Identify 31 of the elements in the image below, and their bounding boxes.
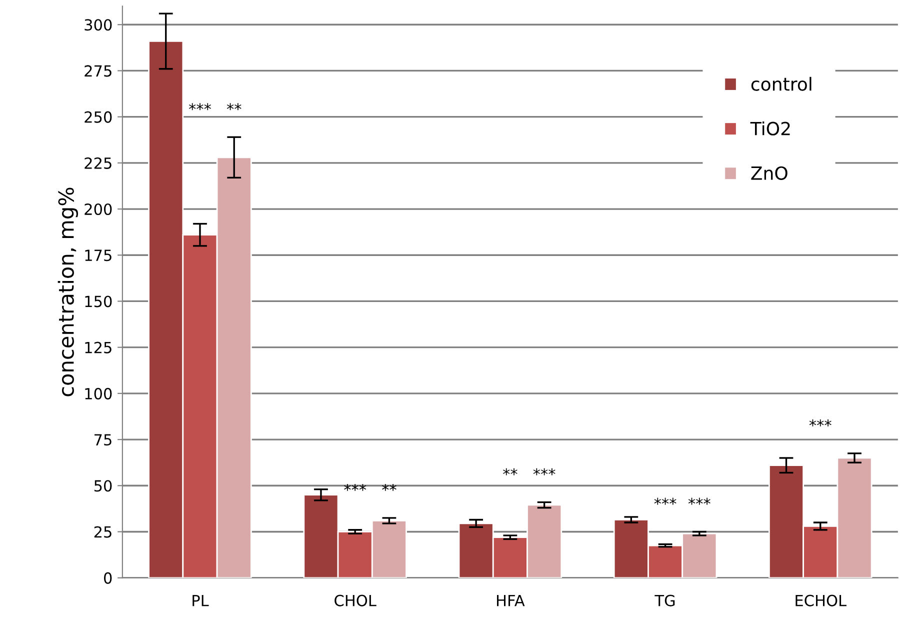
annotation: **: [382, 484, 396, 491]
x-tick-label: HFA: [497, 594, 525, 606]
x-tick-label: CHOL: [334, 594, 376, 606]
annotation: ***: [688, 498, 710, 505]
y-tick-label: 100: [85, 388, 112, 400]
y-tick-label: 25: [94, 526, 112, 538]
y-tick-label: 250: [84, 111, 112, 123]
y-tick-label: 175: [85, 250, 112, 262]
x-tick-label: TG: [654, 594, 675, 606]
annotation: **: [226, 103, 242, 110]
annotation: ***: [533, 468, 556, 476]
y-tick-label: 75: [94, 434, 112, 446]
y-tick-label: 125: [85, 342, 112, 354]
legend-label: TiO2: [750, 121, 790, 136]
x-tick-label: PL: [192, 594, 209, 606]
y-tick-label: 50: [94, 480, 112, 492]
y-tick-label: 225: [84, 157, 112, 169]
annotation: ***: [344, 484, 366, 491]
y-tick-label: 275: [84, 65, 112, 77]
x-tick-label: ECHOL: [796, 594, 846, 606]
annotation: ***: [654, 498, 676, 505]
annotation: ***: [809, 419, 832, 426]
y-axis-title: concentration, mg%: [58, 188, 78, 396]
y-tick-label: 0: [104, 572, 112, 584]
legend-label: control: [751, 76, 812, 91]
annotation: ***: [188, 103, 211, 110]
y-tick-label: 150: [85, 296, 112, 308]
legend-label: ZnO: [751, 166, 788, 180]
y-tick-label: 200: [84, 203, 112, 216]
annotation: **: [503, 468, 518, 476]
y-tick-label: 300: [84, 19, 112, 31]
